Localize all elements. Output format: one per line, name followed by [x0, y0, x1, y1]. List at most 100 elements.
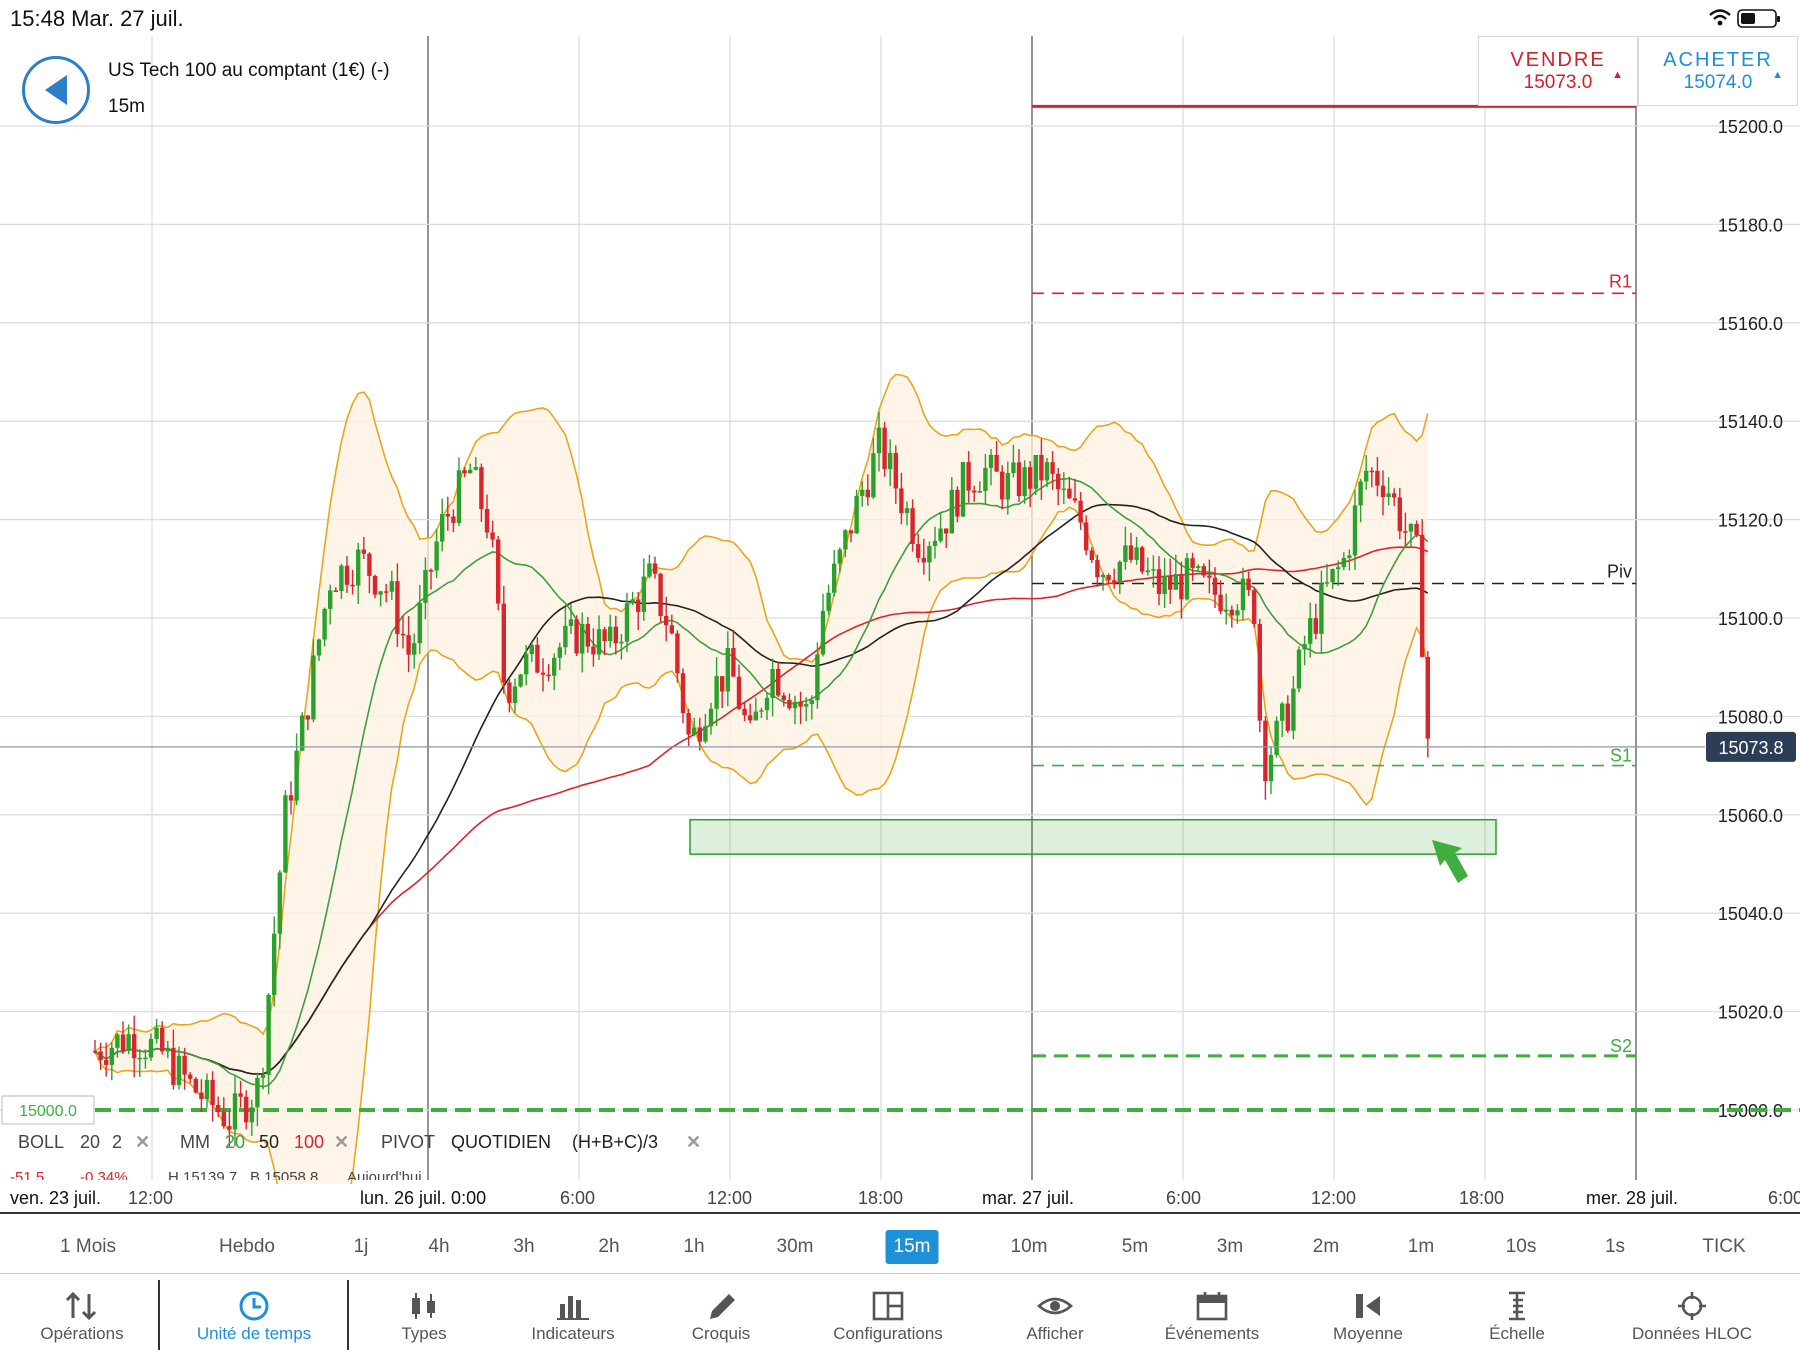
date-axis: ven. 23 juil. 12:00 lun. 26 juil. 0:00 6:00… — [0, 1184, 1800, 1214]
candle-body — [1061, 488, 1066, 491]
candle-body — [977, 490, 982, 493]
timeframe-15m[interactable]: 15m — [885, 1230, 939, 1264]
candle-body — [372, 575, 378, 595]
sell-button[interactable]: VENDRE 15073.0 ▲ — [1478, 36, 1638, 106]
candle-body — [1033, 455, 1038, 489]
remove-pivot-icon[interactable]: ✕ — [686, 1132, 702, 1152]
candle-body — [160, 1027, 165, 1052]
pivot-s1-label: S1 — [1610, 746, 1632, 766]
price-chart[interactable]: 15200.0 15180.0 15160.0 15140.0 15120.0 15100… — [0, 36, 1800, 1184]
back-button[interactable] — [22, 56, 90, 124]
candle-body — [1196, 566, 1201, 568]
candle-body — [764, 697, 770, 711]
candle-body — [395, 581, 400, 634]
buy-button[interactable]: ACHETER 15074.0 ▲ — [1638, 36, 1798, 106]
date-axis-label: lun. 26 juil. 0:00 — [360, 1188, 487, 1208]
candle-body — [468, 469, 473, 474]
timeframe-3m[interactable]: 3m — [1216, 1236, 1244, 1257]
date-axis-label: 12:00 — [128, 1188, 174, 1208]
toolbar-candles[interactable]: Types — [344, 1280, 504, 1350]
timeframe-2h[interactable]: 2h — [598, 1236, 620, 1257]
candle-body — [193, 1078, 198, 1093]
candle-body — [1184, 558, 1190, 600]
candle-body — [882, 427, 887, 470]
pivot-piv-label: Piv — [1607, 562, 1632, 582]
moving-average-50 — [94, 503, 1429, 1075]
candle-body — [1050, 462, 1055, 474]
instrument-name: US Tech 100 au comptant (1€) (-) — [108, 60, 390, 81]
toolbar-label: Moyenne — [1333, 1324, 1403, 1343]
timeframe-hebdo[interactable]: Hebdo — [219, 1236, 275, 1257]
level-tag-label: 15000.0 — [19, 1103, 77, 1120]
price-axis-label: 15000.0 — [1718, 1101, 1783, 1121]
toolbar-crosshair[interactable]: Données HLOC — [1612, 1280, 1772, 1350]
candle-body — [602, 629, 607, 642]
toolbar-clock[interactable]: Unité de temps — [174, 1280, 334, 1350]
timeframe-10s[interactable]: 10s — [1505, 1236, 1537, 1257]
candle-body — [1100, 574, 1106, 578]
candle-body — [1397, 497, 1402, 532]
candle-body — [232, 1093, 238, 1130]
timeframe-1-mois[interactable]: 1 Mois — [60, 1236, 116, 1257]
candle-body — [574, 619, 579, 654]
toolbar-label: Données HLOC — [1631, 1324, 1752, 1343]
timeframe-10m[interactable]: 10m — [1010, 1236, 1048, 1257]
timeframe-1h[interactable]: 1h — [683, 1236, 705, 1257]
candle-body — [1145, 570, 1150, 572]
candle-body — [300, 715, 305, 751]
candle-body — [92, 1050, 98, 1053]
candle-body — [501, 603, 506, 683]
price-axis-label: 15160.0 — [1718, 314, 1783, 334]
candle-body — [210, 1079, 215, 1106]
timeframe-1m[interactable]: 1m — [1407, 1236, 1435, 1257]
buy-label: ACHETER — [1663, 49, 1773, 71]
candle-body — [809, 700, 814, 705]
candle-body — [238, 1093, 243, 1097]
candle-body — [451, 516, 456, 523]
timeframe-4h[interactable]: 4h — [428, 1236, 450, 1257]
candle-body — [1369, 470, 1374, 473]
toolbar-operations[interactable]: Opérations — [2, 1280, 162, 1350]
candle-body — [591, 646, 596, 655]
candle-body — [613, 626, 618, 644]
candle-body — [692, 727, 697, 735]
toolbar-eye[interactable]: Afficher — [975, 1280, 1135, 1350]
timeframe-1s[interactable]: 1s — [1604, 1236, 1626, 1257]
candle-body — [972, 490, 977, 493]
timeframe-5m[interactable]: 5m — [1121, 1236, 1149, 1257]
toolbar-calendar[interactable]: Événements — [1132, 1280, 1292, 1350]
toolbar-label: Indicateurs — [531, 1324, 615, 1343]
candle-body — [860, 489, 865, 496]
remove-boll-icon[interactable]: ✕ — [135, 1132, 151, 1152]
change-points: -51.5 — [10, 1169, 45, 1180]
candle-body — [1218, 594, 1223, 612]
candle-body — [412, 643, 417, 655]
candle-body — [378, 591, 383, 595]
price-axis-label: 15020.0 — [1718, 1003, 1783, 1023]
timeframe-tick[interactable]: TICK — [1702, 1236, 1746, 1257]
candle-body — [1302, 643, 1307, 650]
candle-body — [608, 626, 613, 642]
candle-body — [311, 655, 316, 720]
candle-body — [1257, 624, 1262, 721]
toolbar-bar-chart[interactable]: Indicateurs — [493, 1280, 653, 1350]
remove-mm-icon[interactable]: ✕ — [334, 1132, 350, 1152]
date-axis-label: 6:00 — [1768, 1188, 1800, 1208]
toolbar-scale[interactable]: Échelle — [1437, 1280, 1597, 1350]
timeframe-30m[interactable]: 30m — [776, 1236, 814, 1257]
candle-body — [742, 708, 747, 716]
timeframe-3h[interactable]: 3h — [513, 1236, 535, 1257]
toolbar-layout[interactable]: Configurations — [808, 1280, 968, 1350]
candle-body — [322, 608, 327, 640]
timeframe-2m[interactable]: 2m — [1312, 1236, 1340, 1257]
candle-body — [1011, 462, 1016, 474]
candle-body — [669, 625, 674, 634]
toolbar-pencil[interactable]: Croquis — [641, 1280, 801, 1350]
candle-body — [563, 625, 568, 648]
candle-body — [176, 1055, 182, 1085]
timeframe-1j[interactable]: 1j — [353, 1236, 369, 1257]
toolbar-average[interactable]: Moyenne — [1288, 1280, 1448, 1350]
candle-body — [1067, 488, 1072, 499]
candle-body — [1044, 462, 1050, 481]
candle-body — [440, 514, 445, 542]
